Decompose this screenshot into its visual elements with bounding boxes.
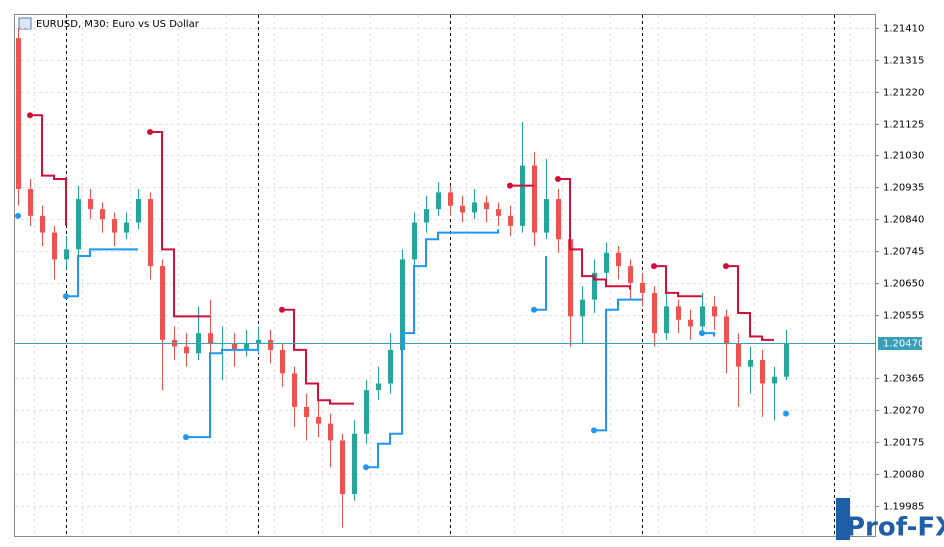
candle-body [676,306,681,320]
candle-body [484,202,489,210]
candle-body [100,209,105,220]
y-tick-label: 1.21410 [883,24,924,35]
candle-body [184,346,189,354]
candle-body [640,282,645,293]
candle-body [700,306,705,327]
candle-body [160,266,165,340]
candle-body [208,333,213,344]
y-tick-label: 1.21125 [883,120,924,131]
candle-body [616,252,621,267]
candle-body [592,272,597,300]
y-tick-label: 1.20650 [883,279,924,290]
symbol-icon [18,17,32,30]
indicator-line [30,114,774,405]
y-tick-label: 1.20080 [883,470,924,481]
candle-body [412,222,417,260]
candle-body [136,199,141,223]
candle-body [364,390,369,434]
y-tick-label: 1.20270 [883,406,924,417]
candle-body [304,406,309,417]
y-tick-label: 1.20555 [883,311,924,322]
candle-body [232,343,237,350]
candle-body [568,239,573,317]
y-tick-label: 1.21315 [883,56,924,67]
watermark: Prof-FX [846,513,944,543]
candle-body [532,165,537,233]
candle-body [652,292,657,334]
y-tick-label: 1.21030 [883,151,924,162]
candle-body [736,343,741,367]
candle-body [124,222,129,233]
candle-body [28,189,33,216]
candle-body [268,339,273,350]
candle-body [544,199,549,233]
candle-body [604,252,609,273]
logo-mark [836,498,850,540]
y-tick-label: 1.20745 [883,247,924,258]
candle-body [40,215,45,233]
current-price-box [878,337,922,350]
candle-body [400,259,405,350]
candle-body [88,199,93,210]
y-tick-label: 1.20175 [883,438,924,449]
candle-body [244,343,249,350]
candle-body [508,215,513,226]
candle-body [520,165,525,226]
signal-dot [783,410,789,417]
candle-body [724,316,729,344]
candle-body [712,306,717,317]
candle-body [436,192,441,210]
candle-body [280,349,285,374]
candle-body [688,319,693,327]
candle-body [580,299,585,317]
day-separators [66,15,835,536]
candle-body [328,423,333,441]
candle-body [64,249,69,260]
candle-body [388,349,393,384]
candle-body [784,343,789,377]
candle-body [760,359,765,384]
chart-title: EURUSD, M30: Euro vs US Dollar [36,19,200,30]
candle-body [352,433,357,495]
y-tick-label: 1.19985 [883,502,924,513]
candle-body [340,440,345,495]
current-price-label: 1.20470 [883,339,924,350]
candle-body [76,199,81,250]
candle-body [772,376,777,384]
candle-body [496,209,501,216]
y-tick-label: 1.20935 [883,183,924,194]
candle-body [292,373,297,407]
candle-body [112,219,117,233]
candle-body [460,205,465,213]
candle-body [556,199,561,240]
y-tick-label: 1.20840 [883,215,924,226]
candle-body [472,202,477,213]
candle-body [448,192,453,206]
candle-body [748,359,753,367]
y-tick-label: 1.21220 [883,88,924,99]
candle-body [664,306,669,334]
candle-body [52,232,57,260]
candle-body [628,266,633,283]
signal-dot [15,212,21,219]
candle-body [376,383,381,391]
plot-frame [14,14,876,537]
candle-body [16,38,21,190]
y-tick-label: 1.20365 [883,374,924,385]
candle-body [424,209,429,223]
candle-body [148,199,153,267]
candle-body [256,339,261,344]
candle-body [316,416,321,424]
